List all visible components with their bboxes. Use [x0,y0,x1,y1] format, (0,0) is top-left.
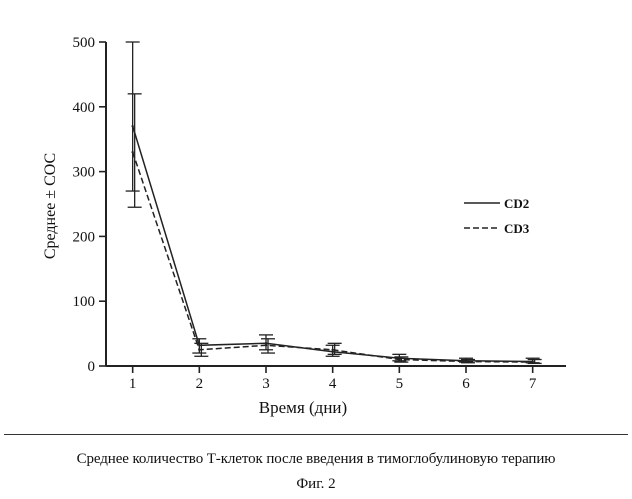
x-tick-label: 4 [329,376,337,392]
y-tick-label: 100 [73,294,96,310]
y-tick-label: 200 [73,229,96,245]
chart-axes [106,42,566,366]
y-tick-label: 500 [73,35,96,51]
y-tick-label: 400 [73,100,96,116]
y-ticks: 0 100 200 300 400 500 [73,35,107,375]
series-line-cd2 [133,126,533,361]
data-point [465,360,467,362]
x-tick-label: 7 [529,376,537,392]
legend-label-cd3: CD3 [504,221,530,236]
x-ticks: 1 2 3 4 5 6 7 [129,366,537,392]
x-tick-label: 3 [262,376,270,392]
series-line-cd3 [133,152,533,362]
x-tick-label: 2 [196,376,204,392]
line-chart: 0 100 200 300 400 500 1 2 3 4 5 6 7 CD2 CD3 Время (д… [0,0,632,440]
data-point [331,349,333,351]
legend-label-cd2: CD2 [504,196,529,211]
data-point [398,358,400,360]
figure-frame-line [4,434,628,435]
x-axis-label: Время (дни) [259,398,347,417]
data-point [131,151,133,153]
data-point [131,125,133,127]
data-point [198,349,200,351]
y-tick-label: 300 [73,165,96,181]
figure-caption: Среднее количество Т-клеток после введен… [0,451,632,468]
y-axis-label: Среднее ± СОС [42,153,59,259]
series-cd3 [128,94,542,364]
x-tick-label: 5 [396,376,404,392]
x-tick-label: 6 [462,376,470,392]
legend: CD2 CD3 [464,196,530,236]
x-tick-label: 1 [129,376,137,392]
figure-label: Фиг. 2 [0,476,632,493]
data-point [265,344,267,346]
y-tick-label: 0 [88,359,96,375]
data-point [531,361,533,363]
